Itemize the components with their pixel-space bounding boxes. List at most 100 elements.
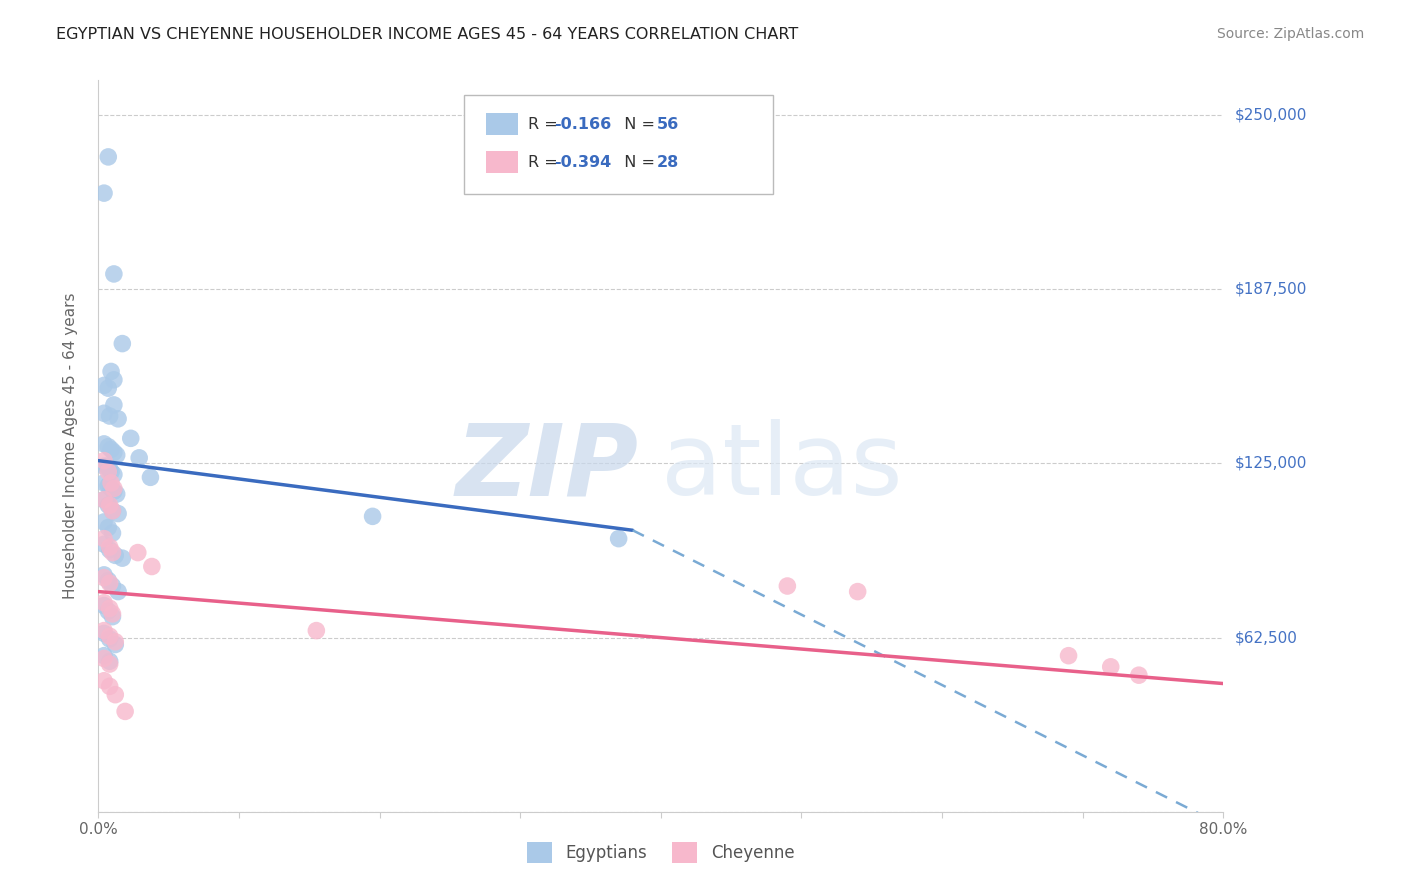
Point <box>93 537 115 551</box>
Point <box>97 479 120 493</box>
Point <box>104 549 127 563</box>
Point <box>141 559 163 574</box>
Text: 28: 28 <box>657 154 679 169</box>
Point <box>97 498 120 512</box>
Point <box>607 532 630 546</box>
Text: $250,000: $250,000 <box>1234 108 1306 122</box>
Point <box>98 542 121 557</box>
Point <box>114 705 136 719</box>
Point <box>107 507 129 521</box>
Point <box>1128 668 1150 682</box>
FancyBboxPatch shape <box>486 152 517 173</box>
Point <box>93 475 115 490</box>
Point <box>93 459 115 474</box>
Point <box>100 465 122 479</box>
Point <box>120 431 142 445</box>
Point <box>93 378 115 392</box>
Point <box>93 186 115 201</box>
Point <box>98 601 121 615</box>
Text: 56: 56 <box>657 117 679 132</box>
Point <box>107 412 129 426</box>
Point <box>98 409 121 423</box>
Point <box>111 336 134 351</box>
Point <box>111 551 134 566</box>
Point <box>98 576 121 591</box>
Point <box>103 398 125 412</box>
Point <box>103 482 125 496</box>
Text: ZIP: ZIP <box>456 419 638 516</box>
Text: $125,000: $125,000 <box>1234 456 1306 471</box>
Point <box>93 599 115 613</box>
Text: N =: N = <box>613 154 659 169</box>
Text: -0.394: -0.394 <box>554 154 612 169</box>
Y-axis label: Householder Income Ages 45 - 64 years: Householder Income Ages 45 - 64 years <box>63 293 77 599</box>
Point <box>101 526 124 541</box>
Point <box>107 584 129 599</box>
Text: atlas: atlas <box>661 419 903 516</box>
Point <box>93 532 115 546</box>
Point <box>93 492 115 507</box>
Point <box>100 482 122 496</box>
Text: R =: R = <box>529 154 562 169</box>
Point <box>105 487 128 501</box>
Point <box>98 629 121 643</box>
Point <box>97 574 120 588</box>
Point <box>93 453 115 467</box>
Text: R =: R = <box>529 117 562 132</box>
Text: -0.166: -0.166 <box>554 117 612 132</box>
Point <box>93 596 115 610</box>
Point <box>101 607 124 621</box>
Point <box>101 504 124 518</box>
Point <box>305 624 328 638</box>
FancyBboxPatch shape <box>486 113 517 135</box>
Point <box>96 459 118 474</box>
Text: $62,500: $62,500 <box>1234 630 1298 645</box>
Point <box>103 467 125 482</box>
Point <box>101 504 124 518</box>
Point <box>776 579 799 593</box>
Point <box>97 465 120 479</box>
Point <box>97 604 120 618</box>
Point <box>98 462 121 476</box>
Legend: Egyptians, Cheyenne: Egyptians, Cheyenne <box>520 836 801 869</box>
Point <box>93 437 115 451</box>
Point <box>93 492 115 507</box>
Point <box>1057 648 1080 663</box>
Point <box>98 498 121 512</box>
Point <box>104 634 127 648</box>
Point <box>93 673 115 688</box>
Point <box>93 626 115 640</box>
Point <box>97 440 120 454</box>
Point <box>97 381 120 395</box>
Point <box>128 450 150 465</box>
Point <box>846 584 869 599</box>
Point <box>103 267 125 281</box>
Text: EGYPTIAN VS CHEYENNE HOUSEHOLDER INCOME AGES 45 - 64 YEARS CORRELATION CHART: EGYPTIAN VS CHEYENNE HOUSEHOLDER INCOME … <box>56 27 799 42</box>
Point <box>101 579 124 593</box>
Text: $187,500: $187,500 <box>1234 282 1306 297</box>
Point <box>93 567 115 582</box>
Point <box>98 540 121 554</box>
Point <box>98 679 121 693</box>
Point <box>361 509 384 524</box>
Point <box>101 609 124 624</box>
Point <box>93 515 115 529</box>
Point <box>98 632 121 646</box>
Text: N =: N = <box>613 117 659 132</box>
Point <box>104 688 127 702</box>
Point <box>139 470 162 484</box>
Point <box>103 445 125 459</box>
Point <box>93 406 115 420</box>
Point <box>98 657 121 671</box>
Point <box>105 448 128 462</box>
Point <box>127 545 149 559</box>
Point <box>93 571 115 585</box>
Point <box>93 648 115 663</box>
Point <box>97 520 120 534</box>
Point <box>103 484 125 499</box>
Point <box>104 638 127 652</box>
Point <box>98 654 121 668</box>
Point <box>100 475 122 490</box>
Point <box>100 364 122 378</box>
Point <box>103 373 125 387</box>
